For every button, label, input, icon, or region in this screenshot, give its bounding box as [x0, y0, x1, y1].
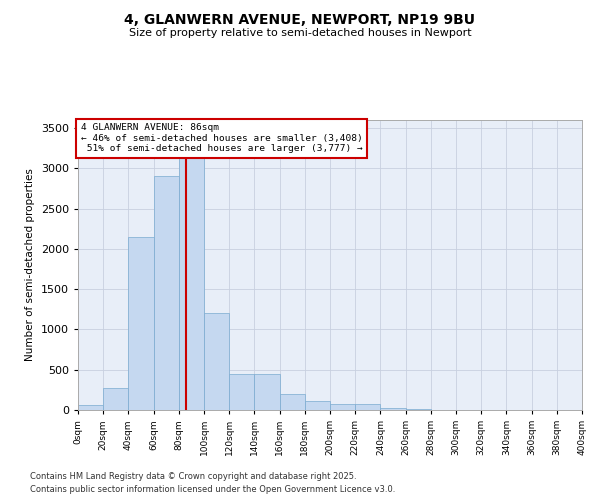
- Bar: [204, 314, 229, 410]
- Bar: [103, 388, 128, 410]
- Bar: [406, 409, 431, 410]
- Text: Contains public sector information licensed under the Open Government Licence v3: Contains public sector information licen…: [30, 485, 395, 494]
- Text: Contains HM Land Registry data © Crown copyright and database right 2025.: Contains HM Land Registry data © Crown c…: [30, 472, 356, 481]
- Bar: [254, 374, 280, 410]
- Bar: [280, 394, 305, 410]
- Bar: [330, 404, 355, 410]
- Bar: [128, 237, 154, 410]
- Bar: [78, 405, 103, 410]
- Text: 4, GLANWERN AVENUE, NEWPORT, NP19 9BU: 4, GLANWERN AVENUE, NEWPORT, NP19 9BU: [125, 12, 476, 26]
- Text: Size of property relative to semi-detached houses in Newport: Size of property relative to semi-detach…: [128, 28, 472, 38]
- Bar: [179, 140, 204, 410]
- Bar: [229, 374, 254, 410]
- Bar: [305, 401, 330, 410]
- Bar: [154, 176, 179, 410]
- Y-axis label: Number of semi-detached properties: Number of semi-detached properties: [25, 168, 35, 362]
- Text: 4 GLANWERN AVENUE: 86sqm
← 46% of semi-detached houses are smaller (3,408)
 51% : 4 GLANWERN AVENUE: 86sqm ← 46% of semi-d…: [80, 123, 362, 153]
- Bar: [355, 404, 380, 410]
- Bar: [380, 408, 406, 410]
